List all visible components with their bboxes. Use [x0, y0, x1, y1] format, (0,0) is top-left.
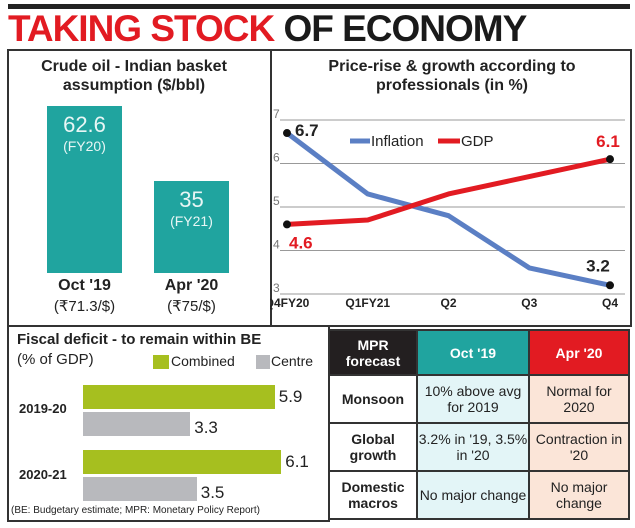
headline-black: OF ECONOMY	[283, 8, 527, 49]
bar-combined	[83, 385, 275, 409]
table-row: Monsoon 10% above avg for 2019 Normal for …	[328, 374, 630, 424]
bar-value-label: 6.1	[285, 452, 309, 471]
data-label: 6.1	[596, 132, 620, 151]
row-label: Domestic macros	[328, 470, 418, 520]
row-label: Monsoon	[328, 374, 418, 424]
series-line-inflation	[285, 131, 611, 288]
table-row: Global growth 3.2% in '19, 3.5% in '20 Con…	[328, 422, 630, 472]
fiscal-title: Fiscal deficit - to remain within BE	[17, 331, 262, 348]
bar-value-label: 3.5	[200, 483, 225, 502]
legend-swatch-combined	[153, 355, 169, 369]
crude-bar-oct19: 62.6 (FY20)	[47, 106, 122, 273]
data-label: 6.7	[295, 121, 319, 140]
crude-value: 35	[179, 187, 204, 212]
x-tick-label: Q1FY21	[345, 296, 390, 310]
row-label: Global growth	[328, 422, 418, 472]
crude-fy: (FY20)	[63, 138, 106, 154]
y-tick-label: 6	[273, 151, 280, 165]
mpr-forecast-table: MPR forecast Oct '19 Apr '20 Monsoon 10% …	[328, 329, 630, 520]
y-tick-label: 4	[273, 238, 280, 252]
y-tick-label: 7	[273, 107, 280, 121]
line-chart: 3 4 5 6 7 Q4FY20 Q1FY21 Q2 Q3 Q4 6.7 3.2 4.6 6.1 Infla…	[270, 107, 625, 310]
bar-value-label: 3.3	[194, 418, 218, 437]
x-tick-label: Q4FY20	[270, 296, 310, 310]
x-tick-label: Q3	[521, 296, 537, 310]
cell-apr20: No major change	[528, 470, 630, 520]
endpoint-marker	[606, 155, 614, 164]
crude-value: 62.6	[63, 112, 106, 137]
bar-centre	[83, 412, 191, 436]
crude-oil-panel: Crude oil - Indian basket assumption ($/…	[7, 49, 272, 327]
fiscal-panel: Fiscal deficit - to remain within BE (% …	[7, 325, 330, 522]
series-line-gdp	[286, 156, 611, 227]
legend-centre: Centre	[271, 353, 314, 369]
bar-centre	[83, 477, 197, 501]
cell-oct19: 3.2% in '19, 3.5% in '20	[416, 422, 530, 472]
bar-value-label: 5.9	[278, 387, 303, 406]
crude-title: Crude oil - Indian basket assumption ($/…	[41, 58, 227, 94]
header-oct19: Oct '19	[416, 329, 530, 376]
legend-swatch-centre	[256, 355, 270, 369]
legend-combined: Combined	[171, 353, 235, 369]
crude-fy: (FY21)	[170, 213, 213, 229]
fiscal-subtitle: (% of GDP)	[17, 351, 94, 368]
headline: TAKING STOCK OF ECONOMY	[8, 8, 527, 50]
x-tick-label: Q4	[602, 296, 618, 310]
crude-bar-apr20: 35 (FY21)	[154, 181, 229, 273]
footnote: (BE: Budgetary estimate; MPR: Monetary P…	[11, 505, 260, 516]
endpoint-marker	[283, 129, 291, 138]
data-label: 3.2	[586, 256, 610, 275]
fiscal-year: 2020-21	[19, 467, 67, 482]
cell-oct19: No major change	[416, 470, 530, 520]
legend-inflation: Inflation	[371, 133, 424, 150]
data-label: 4.6	[289, 233, 313, 252]
endpoint-marker	[606, 281, 614, 290]
cell-apr20: Normal for 2020	[528, 374, 630, 424]
line-title: Price-rise & growth according to profess…	[328, 58, 576, 94]
top-rule	[8, 4, 630, 9]
cell-apr20: Contraction in '20	[528, 422, 630, 472]
x-tick-label: Q2	[440, 296, 456, 310]
crude-xlabel: Apr '20	[164, 277, 219, 294]
endpoint-marker	[283, 220, 291, 229]
crude-xsublabel: (₹71.3/$)	[53, 298, 116, 315]
bar-combined	[83, 450, 282, 474]
cell-oct19: 10% above avg for 2019	[416, 374, 530, 424]
headline-red: TAKING STOCK	[8, 8, 275, 49]
y-tick-label: 3	[273, 281, 280, 295]
crude-xlabel: Oct '19	[58, 277, 111, 294]
fiscal-year: 2019-20	[19, 401, 67, 416]
header-mpr: MPR forecast	[328, 329, 418, 376]
table-header-row: MPR forecast Oct '19 Apr '20	[328, 329, 630, 376]
table-row: Domestic macros No major change No major c…	[328, 470, 630, 520]
crude-xsublabel: (₹75/$)	[167, 298, 216, 315]
y-tick-label: 5	[273, 194, 280, 208]
header-apr20: Apr '20	[528, 329, 630, 376]
legend-gdp: GDP	[461, 133, 494, 150]
price-growth-panel: Price-rise & growth according to profess…	[270, 49, 632, 327]
